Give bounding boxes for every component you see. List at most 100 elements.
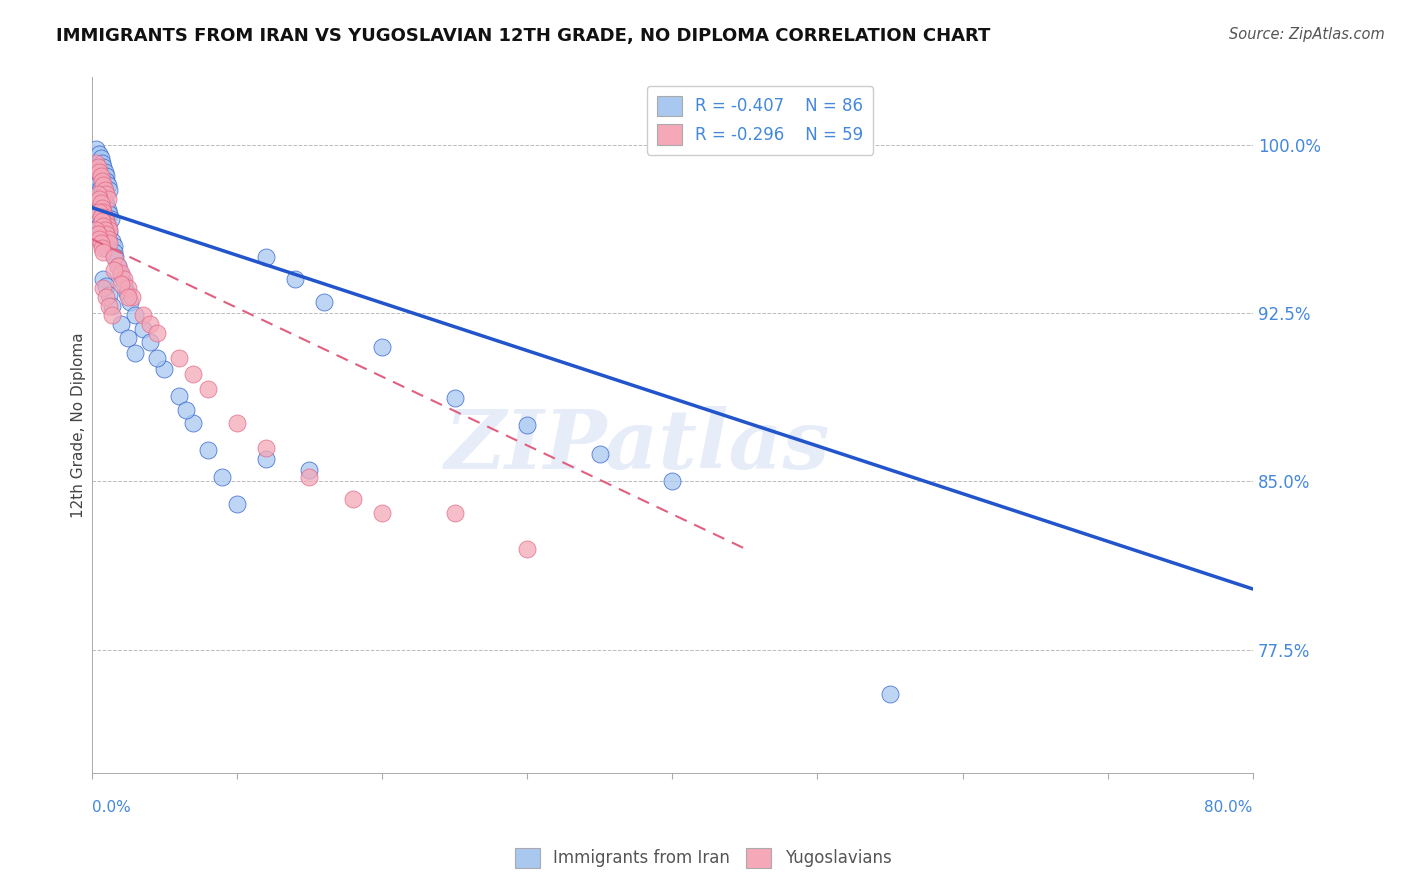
Point — [661, 475, 683, 489]
Point — [101, 234, 124, 248]
Point — [91, 241, 114, 255]
Point — [110, 268, 132, 282]
Point — [94, 210, 117, 224]
Point — [94, 164, 117, 178]
Point — [112, 272, 135, 286]
Point — [91, 201, 114, 215]
Point — [98, 236, 121, 251]
Point — [226, 497, 249, 511]
Point — [93, 219, 115, 233]
Point — [93, 207, 115, 221]
Point — [98, 183, 121, 197]
Point — [879, 688, 901, 702]
Point — [110, 277, 132, 291]
Point — [86, 171, 108, 186]
Point — [298, 463, 321, 477]
Text: Source: ZipAtlas.com: Source: ZipAtlas.com — [1229, 27, 1385, 42]
Point — [121, 290, 143, 304]
Point — [96, 241, 118, 255]
Point — [91, 174, 114, 188]
Point — [107, 259, 129, 273]
Point — [84, 223, 107, 237]
Point — [98, 299, 121, 313]
Point — [86, 214, 108, 228]
Point — [97, 219, 120, 233]
Point — [89, 169, 111, 183]
Point — [110, 266, 132, 280]
Point — [96, 227, 118, 242]
Point — [87, 192, 110, 206]
Text: 80.0%: 80.0% — [1205, 800, 1253, 815]
Point — [101, 308, 124, 322]
Point — [94, 236, 117, 251]
Point — [97, 202, 120, 217]
Point — [112, 277, 135, 291]
Point — [89, 210, 111, 224]
Point — [98, 207, 121, 221]
Legend: R = -0.407    N = 86, R = -0.296    N = 59: R = -0.407 N = 86, R = -0.296 N = 59 — [647, 86, 873, 155]
Point — [84, 155, 107, 169]
Point — [86, 227, 108, 242]
Point — [103, 263, 125, 277]
Point — [226, 416, 249, 430]
Point — [98, 225, 121, 239]
Point — [87, 219, 110, 233]
Point — [94, 211, 117, 226]
Point — [101, 299, 124, 313]
Point — [183, 416, 205, 430]
Point — [254, 250, 277, 264]
Point — [174, 402, 197, 417]
Point — [211, 470, 233, 484]
Point — [103, 245, 125, 260]
Legend: Immigrants from Iran, Yugoslavians: Immigrants from Iran, Yugoslavians — [508, 841, 898, 875]
Point — [86, 187, 108, 202]
Point — [89, 236, 111, 251]
Point — [94, 183, 117, 197]
Point — [96, 216, 118, 230]
Point — [93, 178, 115, 193]
Point — [167, 389, 190, 403]
Point — [118, 294, 141, 309]
Point — [254, 451, 277, 466]
Point — [312, 294, 335, 309]
Point — [124, 346, 146, 360]
Point — [96, 174, 118, 188]
Point — [97, 192, 120, 206]
Point — [443, 506, 465, 520]
Point — [371, 340, 394, 354]
Point — [98, 288, 121, 302]
Point — [87, 205, 110, 219]
Point — [87, 164, 110, 178]
Point — [87, 194, 110, 208]
Point — [87, 176, 110, 190]
Point — [117, 281, 139, 295]
Point — [97, 232, 120, 246]
Point — [94, 223, 117, 237]
Point — [110, 317, 132, 331]
Point — [146, 351, 169, 365]
Point — [93, 160, 115, 174]
Point — [131, 322, 153, 336]
Point — [91, 227, 114, 242]
Point — [84, 142, 107, 156]
Point — [103, 250, 125, 264]
Point — [96, 214, 118, 228]
Point — [96, 198, 118, 212]
Point — [89, 223, 111, 237]
Point — [89, 198, 111, 212]
Point — [96, 169, 118, 183]
Point — [115, 285, 138, 300]
Point — [93, 281, 115, 295]
Point — [100, 211, 122, 226]
Point — [197, 442, 219, 457]
Point — [197, 382, 219, 396]
Point — [91, 155, 114, 169]
Point — [87, 232, 110, 246]
Point — [284, 272, 307, 286]
Point — [93, 189, 115, 203]
Text: ZIPatlas: ZIPatlas — [444, 406, 830, 486]
Point — [93, 232, 115, 246]
Point — [97, 220, 120, 235]
Point — [86, 160, 108, 174]
Point — [183, 367, 205, 381]
